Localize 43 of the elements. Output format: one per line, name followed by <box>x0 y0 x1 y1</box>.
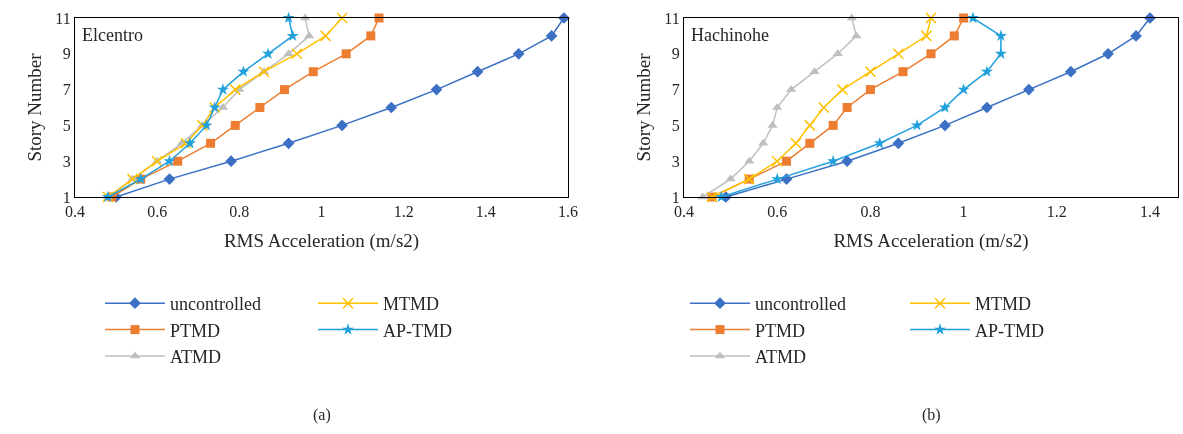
legend-label: MTMD <box>383 294 440 315</box>
y-tick-label: 5 <box>62 117 71 134</box>
y-tick-label: 1 <box>62 188 71 206</box>
x-axis-title: RMS Acceleration (m/s2) <box>223 230 420 253</box>
text: (b) <box>922 406 941 424</box>
y-tick-label: 3 <box>671 152 680 170</box>
chart-title: Hachinohe <box>691 25 769 45</box>
y-tick-label: 7 <box>671 81 680 99</box>
legend-label: PTMD <box>755 320 806 341</box>
y-tick-label: 9 <box>671 45 680 63</box>
x-tick-label: 1.4 <box>475 203 496 221</box>
legend-label: uncontrolled <box>755 294 846 315</box>
y-tick-label: 9 <box>62 45 71 63</box>
legend-label: AP-TMD <box>383 320 453 341</box>
x-tick-label: 1.6 <box>558 203 578 221</box>
y-tick-label: 5 <box>671 117 680 134</box>
x-tick-label: 1.2 <box>393 203 414 221</box>
y-tick-label: 1 <box>671 188 680 206</box>
legend-label: ATMD <box>170 347 222 368</box>
legend-label: MTMD <box>975 294 1032 315</box>
x-tick-label: 1.2 <box>1046 203 1067 221</box>
text: (a) <box>313 406 331 424</box>
y-tick-label: 7 <box>62 81 71 99</box>
y-axis-title: Story Number <box>633 52 655 162</box>
y-tick-label: 3 <box>62 152 71 170</box>
chart-title: Elcentro <box>82 25 143 45</box>
y-tick-label: 11 <box>55 9 71 27</box>
x-tick-label: 1 <box>317 203 326 221</box>
x-tick-label: 0.6 <box>147 203 168 221</box>
y-tick-label: 11 <box>664 9 680 27</box>
x-tick-label: 0.8 <box>860 203 881 221</box>
legend-label: uncontrolled <box>170 294 261 315</box>
legend-label: AP-TMD <box>975 320 1045 341</box>
x-tick-label: 0.6 <box>767 203 788 221</box>
x-tick-label: 0.4 <box>674 203 694 221</box>
x-tick-label: 0.8 <box>229 203 250 221</box>
x-tick-label: 0.4 <box>65 203 85 221</box>
legend-label: PTMD <box>170 320 221 341</box>
x-tick-label: 1.4 <box>1140 203 1161 221</box>
y-axis-title: Story Number <box>24 52 46 162</box>
x-axis-title: RMS Acceleration (m/s2) <box>833 230 1029 253</box>
legend-label: ATMD <box>755 347 807 368</box>
x-tick-label: 1 <box>959 203 968 221</box>
